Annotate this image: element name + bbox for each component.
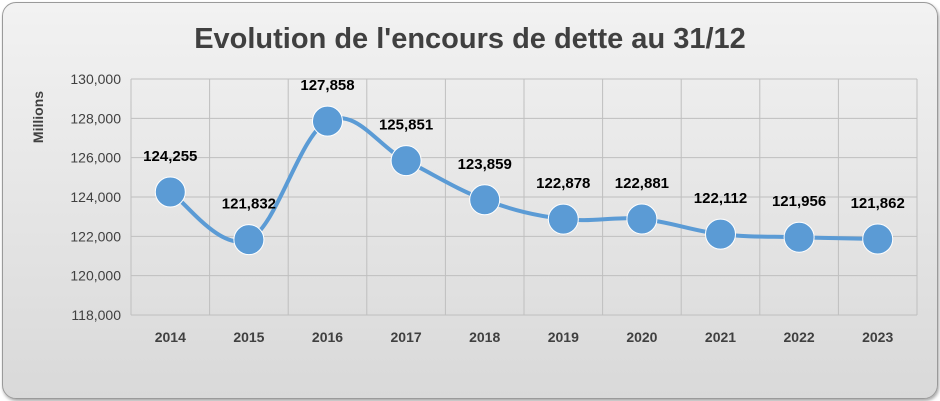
data-point — [469, 184, 501, 216]
x-tick-label: 2023 — [862, 329, 893, 345]
data-point — [626, 203, 658, 235]
y-tick-label: 126,000 — [70, 150, 121, 166]
y-tick-label: 130,000 — [70, 71, 121, 87]
x-tick-label: 2019 — [548, 329, 579, 345]
data-label: 125,851 — [379, 117, 433, 134]
x-tick-label: 2016 — [312, 329, 343, 345]
x-tick-label: 2017 — [391, 329, 422, 345]
data-point — [233, 224, 265, 256]
data-label: 122,881 — [615, 175, 669, 192]
data-point — [783, 221, 815, 253]
data-point — [547, 203, 579, 235]
y-tick-label: 128,000 — [70, 110, 121, 126]
y-tick-label: 118,000 — [71, 307, 121, 323]
x-tick-label: 2018 — [469, 329, 500, 345]
data-label: 127,858 — [300, 77, 354, 94]
y-tick-label: 122,000 — [70, 228, 121, 244]
x-tick-label: 2020 — [626, 329, 657, 345]
data-label: 121,832 — [222, 196, 276, 213]
data-point — [312, 105, 343, 137]
chart-title: Evolution de l'encours de dette au 31/12 — [194, 23, 746, 55]
y-axis-label: Millions — [30, 91, 46, 143]
x-tick-label: 2022 — [784, 329, 815, 345]
x-tick-label: 2021 — [705, 329, 736, 345]
data-point — [705, 218, 736, 250]
data-label: 121,862 — [851, 195, 905, 212]
line-chart: 118,000 120,000 122,000 124,000 126,000 128,0… — [30, 71, 918, 345]
data-label: 122,112 — [694, 190, 747, 207]
data-point — [390, 145, 422, 177]
data-point — [862, 223, 894, 255]
data-label: 121,956 — [772, 193, 826, 210]
x-tick-label: 2015 — [233, 329, 264, 345]
y-tick-label: 120,000 — [70, 268, 121, 284]
data-label: 124,255 — [143, 148, 197, 165]
y-tick-label: 124,000 — [70, 189, 121, 205]
data-point — [154, 176, 186, 208]
x-tick-label: 2014 — [155, 329, 186, 345]
data-label: 123,859 — [458, 156, 512, 173]
data-label: 122,878 — [536, 175, 590, 192]
